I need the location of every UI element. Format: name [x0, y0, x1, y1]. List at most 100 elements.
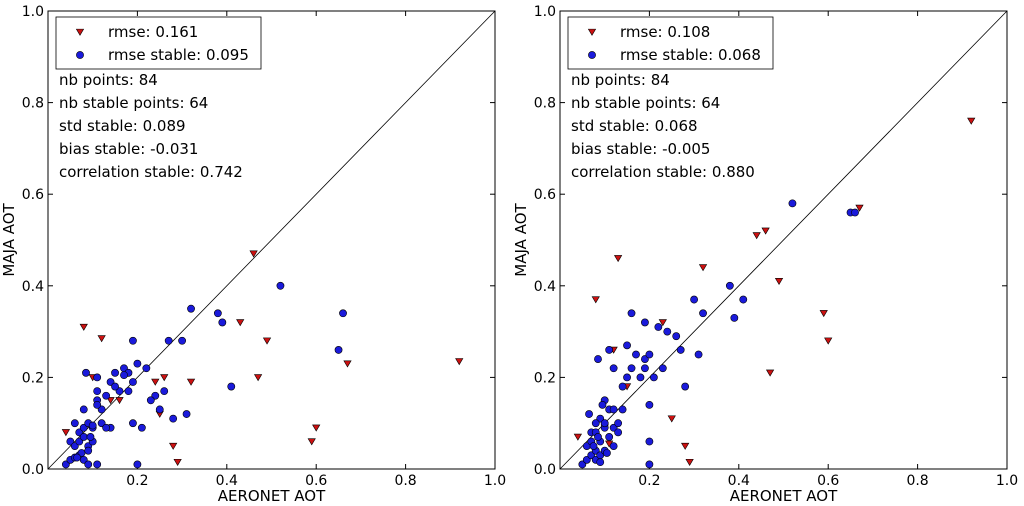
data-point-circle — [88, 421, 97, 430]
data-point-triangle — [658, 319, 667, 327]
y-tick-label: 0.0 — [22, 462, 44, 478]
x-tick-label: 0.8 — [906, 473, 928, 489]
stat-text: std stable: 0.089 — [59, 117, 186, 135]
data-point-triangle — [967, 117, 976, 125]
data-point-triangle — [173, 458, 182, 466]
data-point-triangle — [455, 358, 464, 366]
data-point-circle — [120, 371, 128, 380]
data-point-circle — [187, 304, 195, 313]
data-point-circle — [93, 387, 102, 396]
data-point-circle — [641, 318, 649, 327]
data-point-circle — [609, 442, 618, 450]
data-point-triangle — [262, 337, 272, 345]
scatter-panel-right: 0.2 0.4 0.6 0.8 1.0 0.0 0.2 0.4 0.6 0.8 1.0 AERONET… — [512, 4, 1018, 505]
data-point-triangle — [667, 415, 676, 423]
data-point-circle — [79, 405, 88, 414]
stat-text: bias stable: -0.005 — [571, 140, 710, 158]
data-point-circle — [649, 373, 658, 382]
data-point-circle — [600, 419, 609, 428]
data-point-circle — [788, 199, 797, 208]
data-point-circle — [618, 405, 627, 414]
y-tick-label: 0.2 — [22, 370, 44, 386]
y-tick-label: 1.0 — [22, 4, 44, 20]
stat-text: std stable: 0.068 — [571, 117, 698, 135]
data-point-triangle — [698, 264, 708, 272]
data-point-circle — [129, 378, 137, 386]
data-point-circle — [86, 433, 95, 441]
data-point-circle — [133, 460, 142, 469]
data-point-circle — [609, 364, 618, 373]
data-point-circle — [598, 400, 607, 409]
data-point-circle — [591, 419, 600, 428]
data-point-triangle — [685, 458, 694, 466]
identity-line — [559, 10, 1008, 470]
legend-label: rmse stable: 0.095 — [108, 46, 249, 64]
data-point-circle — [676, 346, 685, 354]
data-point-circle — [169, 414, 178, 423]
data-point-circle — [102, 423, 111, 432]
data-point-circle — [111, 382, 119, 391]
data-point-circle — [636, 373, 645, 382]
data-point-circle — [73, 453, 81, 462]
data-point-circle — [133, 359, 142, 368]
data-point-triangle — [61, 429, 71, 437]
data-point-triangle — [169, 442, 178, 450]
x-tick-label: 0.6 — [305, 473, 327, 489]
data-point-triangle — [97, 335, 106, 343]
legend-label: rmse: 0.108 — [620, 23, 710, 41]
data-point-circle — [79, 433, 88, 441]
legend-box — [55, 16, 262, 70]
data-point-circle — [614, 419, 623, 428]
data-point-triangle — [591, 296, 600, 304]
data-point-circle — [694, 350, 703, 359]
data-point-circle — [182, 410, 191, 418]
data-point-triangle — [819, 310, 828, 318]
data-point-triangle — [106, 397, 115, 405]
x-tick-label: 0.2 — [126, 473, 148, 489]
x-axis-label: AERONET AOT — [730, 487, 838, 505]
data-point-circle — [632, 350, 640, 359]
x-tick-label: 0.8 — [394, 473, 416, 489]
stat-text: nb stable points: 64 — [59, 94, 208, 112]
data-point-circle — [178, 336, 186, 345]
data-point-circle — [137, 423, 146, 432]
data-point-circle — [730, 313, 739, 322]
data-point-circle — [627, 309, 636, 318]
data-point-circle — [654, 323, 663, 331]
legend-label: rmse stable: 0.068 — [620, 46, 761, 64]
data-point-circle — [739, 295, 748, 304]
data-point-circle — [164, 336, 173, 345]
y-tick-label: 0.2 — [534, 370, 556, 386]
x-tick-label: 0.4 — [728, 473, 750, 489]
data-point-triangle — [752, 232, 761, 240]
data-point-triangle — [151, 378, 160, 386]
data-point-triangle — [115, 397, 124, 405]
data-point-circle — [658, 364, 667, 373]
data-point-circle — [585, 410, 593, 418]
stat-text: correlation stable: 0.880 — [571, 163, 755, 181]
data-point-circle — [645, 400, 654, 409]
legend-box — [567, 16, 774, 70]
data-point-triangle — [573, 433, 583, 441]
data-point-circle — [690, 295, 698, 304]
data-point-circle — [227, 382, 236, 391]
data-point-circle — [645, 350, 654, 359]
data-point-circle — [93, 400, 102, 409]
data-point-circle — [663, 327, 672, 336]
legend-marker-circle — [588, 51, 596, 59]
data-point-triangle — [307, 438, 316, 446]
data-point-triangle — [761, 227, 770, 235]
data-point-circle — [142, 364, 151, 373]
data-point-circle — [334, 346, 343, 354]
data-point-circle — [605, 433, 614, 441]
data-point-circle — [124, 387, 133, 396]
data-point-circle — [641, 364, 649, 373]
stat-text: correlation stable: 0.742 — [59, 163, 243, 181]
axes-frame — [559, 10, 1008, 470]
data-point-circle — [276, 281, 285, 290]
data-point-circle — [155, 405, 164, 414]
data-point-circle — [84, 446, 93, 455]
data-point-circle — [851, 208, 859, 217]
data-point-circle — [672, 332, 681, 341]
data-point-circle — [623, 373, 631, 382]
